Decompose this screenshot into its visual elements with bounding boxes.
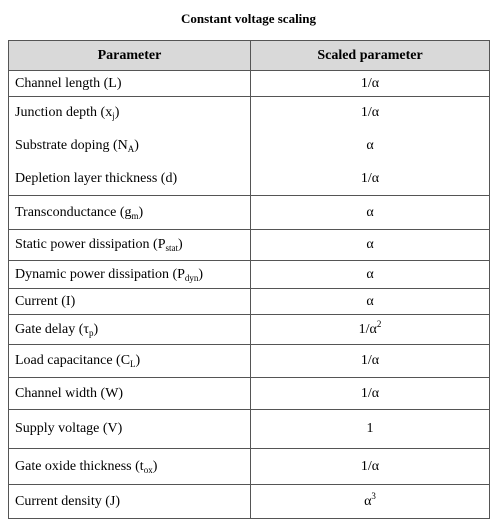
text: α bbox=[364, 493, 372, 509]
subscript: ox bbox=[143, 464, 153, 475]
scaled-cell: 1/α bbox=[250, 377, 490, 410]
parameter-cell: Channel length (L) bbox=[8, 70, 251, 97]
subscript: m bbox=[131, 210, 139, 221]
table-row: Channel width (W) 1/α bbox=[8, 377, 490, 410]
table-row: Gate oxide thickness (tox) 1/α bbox=[8, 448, 490, 485]
text: α bbox=[366, 138, 374, 153]
scaled-cell: 1/α bbox=[250, 448, 490, 485]
text: Current (I) bbox=[15, 293, 76, 309]
text: ) bbox=[134, 138, 139, 153]
scaled-cell: α bbox=[250, 288, 490, 315]
title: Constant voltage scaling bbox=[180, 11, 317, 26]
scaled-cell: 1 bbox=[250, 409, 490, 449]
text: Channel length (L) bbox=[15, 75, 122, 91]
text: Load capacitance (C bbox=[15, 353, 131, 368]
text: ) bbox=[93, 321, 99, 337]
table-row: Transconductance (gm) α bbox=[8, 195, 490, 230]
text: Depletion layer thickness (d) bbox=[15, 170, 178, 186]
subscript: stat bbox=[165, 243, 179, 253]
parameter-cell: Current density (J) bbox=[8, 484, 251, 519]
text: 1/α bbox=[360, 105, 380, 121]
parameter-cell: Substrate doping (NA) bbox=[8, 129, 251, 163]
text: ) bbox=[152, 458, 158, 474]
text: ) bbox=[138, 204, 144, 220]
superscript: 3 bbox=[371, 490, 376, 501]
table-row: Gate delay (τp) 1/α2 bbox=[8, 314, 490, 345]
parameter-cell: Current (I) bbox=[8, 288, 251, 315]
parameter-cell: Depletion layer thickness (d) bbox=[8, 162, 251, 196]
text: α bbox=[366, 237, 374, 252]
parameter-cell: Dynamic power dissipation (Pdyn) bbox=[8, 260, 251, 289]
parameter-cell: Supply voltage (V) bbox=[8, 409, 251, 449]
text: ) bbox=[198, 266, 204, 282]
text: α bbox=[366, 204, 374, 220]
table-row: Junction depth (xj) 1/α bbox=[8, 96, 490, 130]
parameter-cell: Transconductance (gm) bbox=[8, 195, 251, 230]
table-row: Load capacitance (CL) 1/α bbox=[8, 344, 490, 378]
subscript: L bbox=[130, 359, 136, 369]
table-row: Substrate doping (NA) α bbox=[8, 129, 490, 163]
text: 1/α bbox=[358, 321, 377, 337]
text: Gate oxide thickness (t bbox=[15, 458, 144, 474]
superscript: 2 bbox=[376, 318, 382, 329]
scaled-cell: α bbox=[250, 229, 490, 261]
text: 1/α bbox=[360, 170, 380, 186]
scaled-cell: 1/α bbox=[250, 162, 490, 196]
text: α bbox=[366, 266, 374, 282]
subscript: j bbox=[112, 111, 115, 122]
scaled-cell: α bbox=[250, 195, 490, 230]
text: Static power dissipation (P bbox=[15, 237, 166, 252]
text: Junction depth (x bbox=[15, 105, 113, 121]
subscript: dyn bbox=[184, 272, 199, 283]
scaled-cell: 1/α2 bbox=[250, 314, 490, 345]
text: Supply voltage (V) bbox=[15, 421, 123, 436]
text: α bbox=[366, 293, 374, 309]
table-row: Channel length (L) 1/α bbox=[8, 70, 490, 97]
subscript: A bbox=[127, 144, 135, 154]
parameter-cell: Gate delay (τp) bbox=[8, 314, 251, 345]
text: Transconductance (g bbox=[15, 204, 132, 220]
text: 1/α bbox=[360, 353, 380, 368]
table-row: Current (I) α bbox=[8, 288, 490, 315]
text: Substrate doping (N bbox=[15, 138, 128, 153]
text: ) bbox=[178, 237, 183, 252]
table-row: Depletion layer thickness (d) 1/α bbox=[8, 162, 490, 196]
text: 1/α bbox=[360, 385, 380, 401]
text: 1 bbox=[366, 421, 374, 436]
scaled-cell: 1/α bbox=[250, 96, 490, 130]
text: ) bbox=[114, 105, 120, 121]
scaling-table: Parameter Scaled parameter Channel lengt… bbox=[8, 40, 490, 519]
table-row: Current density (J) α3 bbox=[8, 484, 490, 519]
text: ) bbox=[135, 353, 141, 368]
column-header: Scaled parameter bbox=[250, 40, 490, 71]
parameter-cell: Static power dissipation (Pstat) bbox=[8, 229, 251, 261]
parameter-cell: Channel width (W) bbox=[8, 377, 251, 410]
column-header: Parameter bbox=[8, 40, 251, 71]
scaled-cell: 1/α bbox=[250, 344, 490, 378]
text: Dynamic power dissipation (P bbox=[15, 266, 185, 282]
parameter-cell: Load capacitance (CL) bbox=[8, 344, 251, 378]
scaled-cell: 1/α bbox=[250, 70, 490, 97]
text: Channel width (W) bbox=[15, 385, 124, 401]
text: Current density (J) bbox=[15, 493, 120, 509]
table-row: Supply voltage (V) 1 bbox=[8, 409, 490, 449]
parameter-cell: Junction depth (xj) bbox=[8, 96, 251, 130]
header-row: Parameter Scaled parameter bbox=[8, 40, 490, 71]
scaled-cell: α bbox=[250, 129, 490, 163]
scaled-cell: α bbox=[250, 260, 490, 289]
parameter-cell: Gate oxide thickness (tox) bbox=[8, 448, 251, 485]
subscript: p bbox=[89, 327, 94, 338]
table-row: Static power dissipation (Pstat) α bbox=[8, 229, 490, 261]
text: 1/α bbox=[360, 458, 380, 474]
text: 1/α bbox=[360, 75, 380, 91]
scaled-cell: α3 bbox=[250, 484, 490, 519]
text: Gate delay (τ bbox=[15, 321, 90, 337]
table-row: Dynamic power dissipation (Pdyn) α bbox=[8, 260, 490, 289]
